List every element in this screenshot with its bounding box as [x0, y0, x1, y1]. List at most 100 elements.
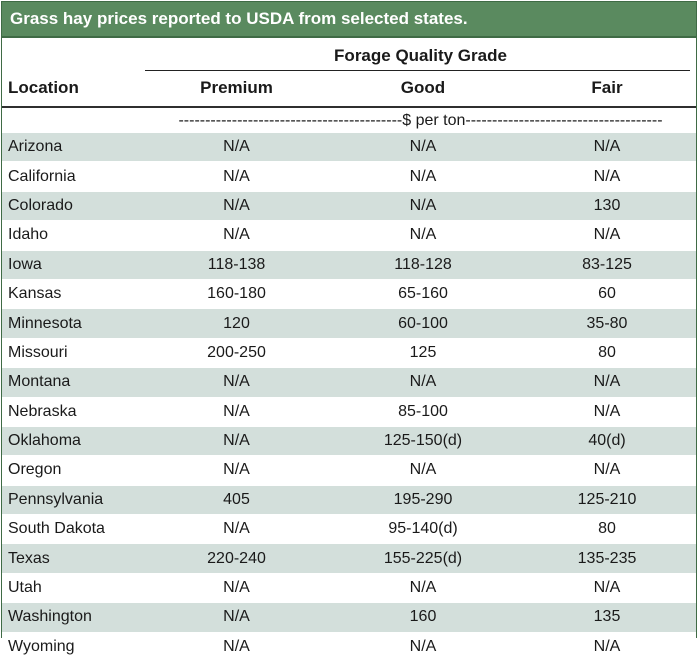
good-cell: N/A: [328, 455, 518, 486]
unit-label: ----------------------------------------…: [178, 111, 663, 129]
location-cell: Arizona: [2, 133, 145, 163]
fair-cell: N/A: [518, 455, 696, 486]
fair-cell: N/A: [518, 133, 696, 163]
location-cell: Iowa: [2, 250, 145, 280]
table-row: Kansas 160-180 65-160 60: [2, 279, 696, 310]
location-cell: Utah: [2, 573, 145, 604]
good-cell: N/A: [328, 367, 518, 398]
good-cell: 195-290: [328, 485, 518, 516]
fair-cell: N/A: [518, 220, 696, 251]
fair-cell: N/A: [518, 632, 696, 662]
table-row: Montana N/A N/A N/A: [2, 367, 696, 398]
table-row: Utah N/A N/A N/A: [2, 573, 696, 604]
good-cell: N/A: [328, 573, 518, 604]
good-cell: 85-100: [328, 397, 518, 427]
location-cell: Minnesota: [2, 308, 145, 339]
good-cell: 160: [328, 602, 518, 633]
location-cell: Oregon: [2, 455, 145, 486]
fair-cell: 135-235: [518, 543, 696, 574]
good-cell: 65-160: [328, 279, 518, 310]
premium-cell: N/A: [145, 220, 328, 251]
fair-column-header: Fair: [591, 78, 623, 97]
fair-cell: 40(d): [518, 426, 696, 457]
table-row: Nebraska N/A 85-100 N/A: [2, 397, 696, 427]
fair-cell: N/A: [518, 573, 696, 604]
table-row: Texas 220-240 155-225(d) 135-235: [2, 543, 696, 574]
premium-cell: N/A: [145, 367, 328, 398]
premium-cell: N/A: [145, 573, 328, 604]
table-row: Colorado N/A N/A 130: [2, 191, 696, 222]
premium-cell: N/A: [145, 455, 328, 486]
good-cell: 155-225(d): [328, 543, 518, 574]
location-cell: Idaho: [2, 220, 145, 251]
unit-row: ----------------------------------------…: [2, 108, 696, 133]
premium-cell: N/A: [145, 426, 328, 457]
premium-column-header: Premium: [200, 78, 273, 97]
location-cell: Pennsylvania: [2, 485, 145, 516]
table-title-text: Grass hay prices reported to USDA from s…: [10, 9, 468, 28]
fair-cell: N/A: [518, 367, 696, 398]
location-cell: South Dakota: [2, 514, 145, 545]
table-row: Idaho N/A N/A N/A: [2, 220, 696, 251]
premium-cell: N/A: [145, 632, 328, 662]
fair-cell: 130: [518, 191, 696, 222]
fair-cell: 83-125: [518, 250, 696, 280]
table-row: Wyoming N/A N/A N/A: [2, 632, 696, 662]
fair-cell: N/A: [518, 161, 696, 192]
good-cell: N/A: [328, 220, 518, 251]
table-row: Missouri 200-250 125 80: [2, 338, 696, 369]
premium-cell: 405: [145, 485, 328, 516]
table-row: Oregon N/A N/A N/A: [2, 455, 696, 486]
fair-cell: 125-210: [518, 485, 696, 516]
table-row: Washington N/A 160 135: [2, 602, 696, 633]
location-cell: Nebraska: [2, 397, 145, 427]
premium-cell: 160-180: [145, 279, 328, 310]
table-row: South Dakota N/A 95-140(d) 80: [2, 514, 696, 545]
location-cell: Missouri: [2, 338, 145, 369]
grade-group-header: Forage Quality Grade: [334, 46, 507, 65]
good-cell: 118-128: [328, 250, 518, 280]
table-row: California N/A N/A N/A: [2, 161, 696, 192]
premium-cell: 118-138: [145, 250, 328, 280]
premium-cell: N/A: [145, 191, 328, 222]
location-cell: Oklahoma: [2, 426, 145, 457]
premium-cell: N/A: [145, 602, 328, 633]
table-row: Arizona N/A N/A N/A: [2, 133, 696, 163]
location-cell: Texas: [2, 543, 145, 574]
good-cell: N/A: [328, 161, 518, 192]
premium-cell: N/A: [145, 161, 328, 192]
table-row: Oklahoma N/A 125-150(d) 40(d): [2, 426, 696, 457]
good-cell: 125: [328, 338, 518, 369]
good-cell: 95-140(d): [328, 514, 518, 545]
price-table-body: Arizona N/A N/A N/A California N/A N/A N/A Color…: [2, 133, 696, 662]
fair-cell: 60: [518, 279, 696, 310]
grade-group-rule: [145, 70, 690, 71]
premium-cell: 220-240: [145, 543, 328, 574]
table-row: Pennsylvania 405 195-290 125-210: [2, 485, 696, 516]
good-cell: N/A: [328, 632, 518, 662]
fair-cell: 80: [518, 514, 696, 545]
premium-cell: N/A: [145, 514, 328, 545]
location-cell: Colorado: [2, 191, 145, 222]
premium-cell: 120: [145, 308, 328, 339]
fair-cell: 80: [518, 338, 696, 369]
good-cell: N/A: [328, 191, 518, 222]
fair-cell: N/A: [518, 397, 696, 427]
table-row: Minnesota 120 60-100 35-80: [2, 308, 696, 339]
fair-cell: 135: [518, 602, 696, 633]
location-cell: Wyoming: [2, 632, 145, 662]
table-row: Iowa 118-138 118-128 83-125: [2, 250, 696, 280]
location-cell: Montana: [2, 367, 145, 398]
good-column-header: Good: [400, 78, 446, 97]
location-cell: California: [2, 161, 145, 192]
table-title: Grass hay prices reported to USDA from s…: [2, 2, 696, 38]
table-header: Forage Quality Grade Location Premium Go…: [2, 38, 696, 108]
location-cell: Kansas: [2, 279, 145, 310]
fair-cell: 35-80: [518, 308, 696, 339]
premium-cell: 200-250: [145, 338, 328, 369]
premium-cell: N/A: [145, 133, 328, 163]
location-column-header: Location: [8, 78, 79, 97]
good-cell: 60-100: [328, 308, 518, 339]
good-cell: N/A: [328, 133, 518, 163]
